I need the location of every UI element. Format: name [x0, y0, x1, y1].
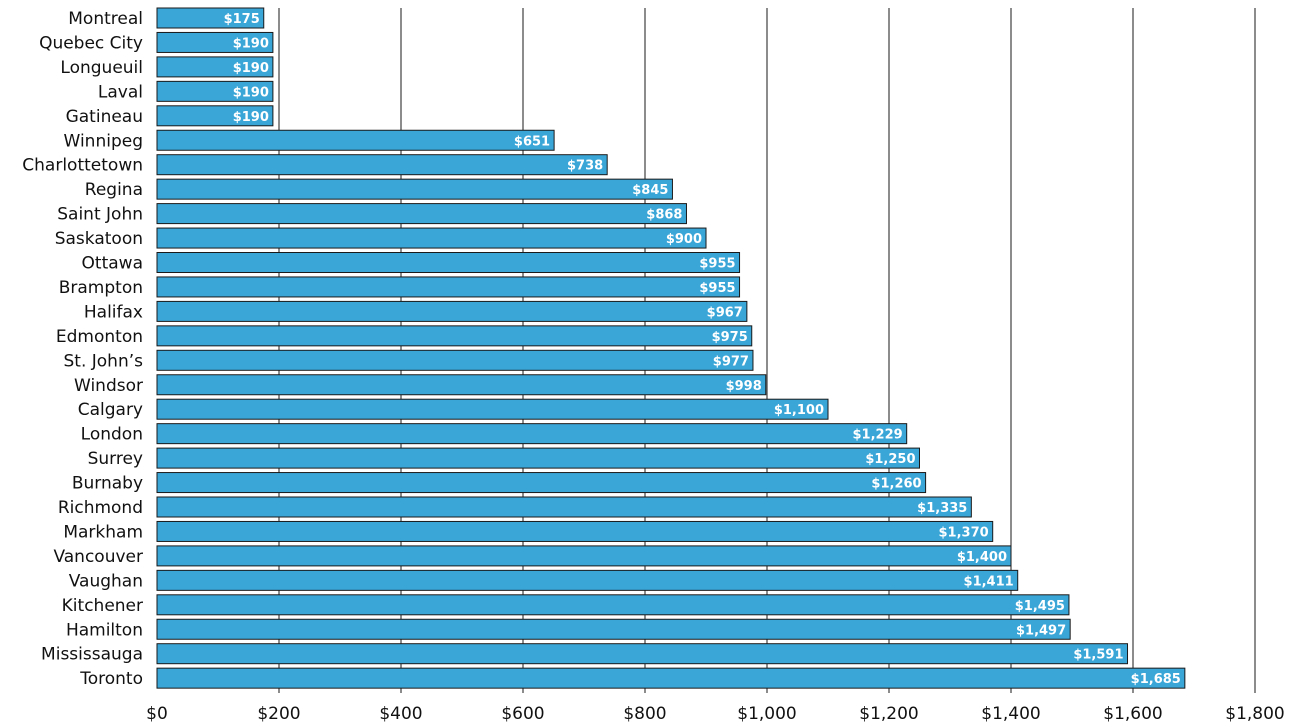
- data-label-5: $651: [514, 134, 550, 149]
- bar-0: [156, 7, 265, 29]
- bar-9: [156, 227, 707, 249]
- x-tick-label-5: $1,000: [737, 704, 796, 724]
- data-label-23: $1,411: [964, 574, 1014, 589]
- bar-1: [156, 31, 274, 53]
- data-label-2: $190: [233, 61, 269, 76]
- category-label-12: Halifax: [84, 302, 143, 322]
- category-label-4: Gatineau: [66, 107, 143, 127]
- category-label-15: Windsor: [74, 376, 143, 396]
- bar-13: [156, 325, 753, 347]
- bar-11: [156, 276, 741, 298]
- bar-18: [156, 447, 920, 469]
- category-label-24: Kitchener: [62, 596, 143, 616]
- data-label-9: $900: [666, 232, 702, 247]
- category-label-21: Markham: [63, 522, 143, 542]
- category-label-11: Brampton: [59, 278, 143, 298]
- category-label-0: Montreal: [68, 9, 143, 29]
- x-tick-label-4: $800: [623, 704, 666, 724]
- data-label-20: $1,335: [917, 501, 967, 516]
- category-label-7: Regina: [85, 180, 143, 200]
- bar-22: [156, 545, 1012, 567]
- x-tick-label-6: $1,200: [859, 704, 918, 724]
- category-label-16: Calgary: [78, 400, 143, 420]
- data-label-26: $1,591: [1073, 648, 1123, 663]
- bar-15: [156, 374, 767, 396]
- gridlines: [278, 8, 1256, 693]
- x-tick-label-9: $1,800: [1225, 704, 1284, 724]
- category-label-13: Edmonton: [56, 327, 143, 347]
- category-label-6: Charlottetown: [22, 156, 143, 176]
- category-label-23: Vaughan: [69, 571, 143, 591]
- data-label-19: $1,260: [871, 477, 921, 492]
- data-label-3: $190: [233, 85, 269, 100]
- bar-6: [156, 154, 608, 176]
- category-label-9: Saskatoon: [55, 229, 143, 249]
- category-label-27: Toronto: [79, 669, 143, 689]
- category-label-20: Richmond: [58, 498, 143, 518]
- bar-4: [156, 105, 274, 127]
- data-label-16: $1,100: [774, 403, 824, 418]
- data-label-17: $1,229: [853, 428, 903, 443]
- x-axis-ticks: $0 $200 $400 $600 $800 $1,000 $1,200 $1,400 $1,6…: [146, 704, 1285, 724]
- x-tick-label-7: $1,400: [981, 704, 1040, 724]
- data-label-6: $738: [567, 159, 603, 174]
- category-label-3: Laval: [98, 82, 143, 102]
- bar-16: [156, 398, 829, 420]
- data-label-14: $977: [713, 354, 749, 369]
- category-label-17: London: [81, 425, 143, 445]
- data-label-27: $1,685: [1131, 672, 1181, 687]
- data-label-21: $1,370: [939, 525, 989, 540]
- category-label-18: Surrey: [88, 449, 143, 469]
- bar-19: [156, 472, 927, 494]
- category-label-22: Vancouver: [53, 547, 143, 567]
- data-label-13: $975: [712, 330, 748, 345]
- category-label-19: Burnaby: [72, 474, 143, 494]
- bar-2: [156, 56, 274, 78]
- category-label-8: Saint John: [57, 205, 143, 225]
- bar-14: [156, 349, 754, 371]
- data-label-0: $175: [224, 12, 260, 27]
- bar-7: [156, 178, 673, 200]
- data-label-4: $190: [233, 110, 269, 125]
- bar-17: [156, 423, 908, 445]
- x-tick-label-2: $400: [379, 704, 422, 724]
- bar-23: [156, 569, 1019, 591]
- x-tick-label-3: $600: [501, 704, 544, 724]
- category-labels: Montreal Quebec City Longueuil Laval Gatinea…: [22, 9, 143, 689]
- category-label-2: Longueuil: [60, 58, 143, 78]
- bar-10: [156, 252, 741, 273]
- x-tick-label-8: $1,600: [1103, 704, 1162, 724]
- category-label-5: Winnipeg: [64, 131, 143, 151]
- category-label-1: Quebec City: [39, 33, 143, 53]
- data-label-15: $998: [726, 379, 762, 394]
- data-label-7: $845: [632, 183, 668, 198]
- data-label-11: $955: [699, 281, 735, 296]
- category-label-25: Hamilton: [66, 620, 143, 640]
- bar-8: [156, 203, 687, 225]
- data-label-12: $967: [707, 305, 743, 320]
- category-label-10: Ottawa: [82, 254, 143, 274]
- bar-12: [156, 300, 748, 322]
- category-label-14: St. John’s: [64, 351, 144, 371]
- bar-3: [156, 80, 274, 102]
- data-label-10: $955: [699, 257, 735, 272]
- bar-21: [156, 520, 994, 542]
- bar-26: [156, 643, 1129, 665]
- bar-5: [156, 129, 555, 151]
- category-label-26: Mississauga: [41, 645, 143, 665]
- bar-27: [156, 667, 1186, 689]
- data-label-18: $1,250: [865, 452, 915, 467]
- bars: $175 $190 $190 $190 $190 $651 $738 $845 $868 $900…: [156, 7, 1186, 689]
- bar-24: [156, 594, 1070, 616]
- bar-25: [156, 618, 1071, 640]
- x-tick-label-0: $0: [146, 704, 168, 724]
- data-label-22: $1,400: [957, 550, 1007, 565]
- data-label-8: $868: [646, 208, 682, 223]
- x-tick-label-1: $200: [257, 704, 300, 724]
- bar-20: [156, 496, 972, 518]
- data-label-24: $1,495: [1015, 599, 1065, 614]
- data-label-25: $1,497: [1016, 623, 1066, 638]
- data-label-1: $190: [233, 36, 269, 51]
